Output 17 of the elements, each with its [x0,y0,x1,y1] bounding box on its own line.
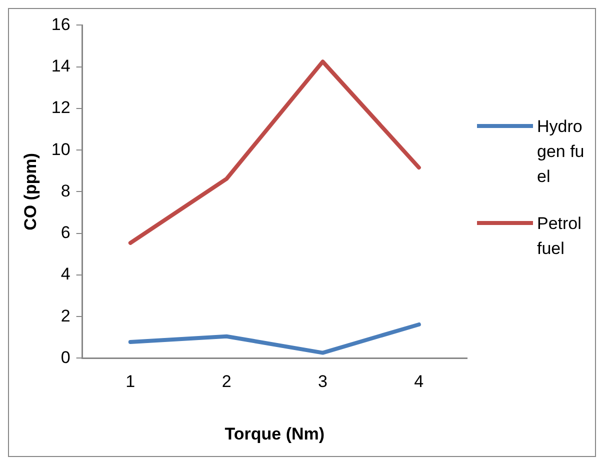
x-axis-title: Torque (Nm) [224,424,325,444]
x-tick-label: 1 [126,372,136,392]
y-tick-label: 8 [60,181,70,200]
x-tick-label: 4 [414,372,424,392]
y-tick-label: 14 [51,56,70,76]
y-tick-label: 0 [60,348,70,367]
y-tick-label: 16 [51,14,70,34]
legend-label: Petrol fuel [537,213,582,260]
legend-label: Hydrogen fuel [537,116,586,188]
x-tick-label: 3 [318,372,328,392]
y-tick-label: 4 [60,264,70,284]
y-tick-label: 10 [51,140,70,159]
y-axis-title: CO (ppm) [20,152,40,230]
y-tick-label: 2 [60,306,70,326]
y-tick-label: 6 [60,223,70,242]
x-tick-label: 2 [222,372,232,392]
y-tick-label: 12 [51,98,70,118]
